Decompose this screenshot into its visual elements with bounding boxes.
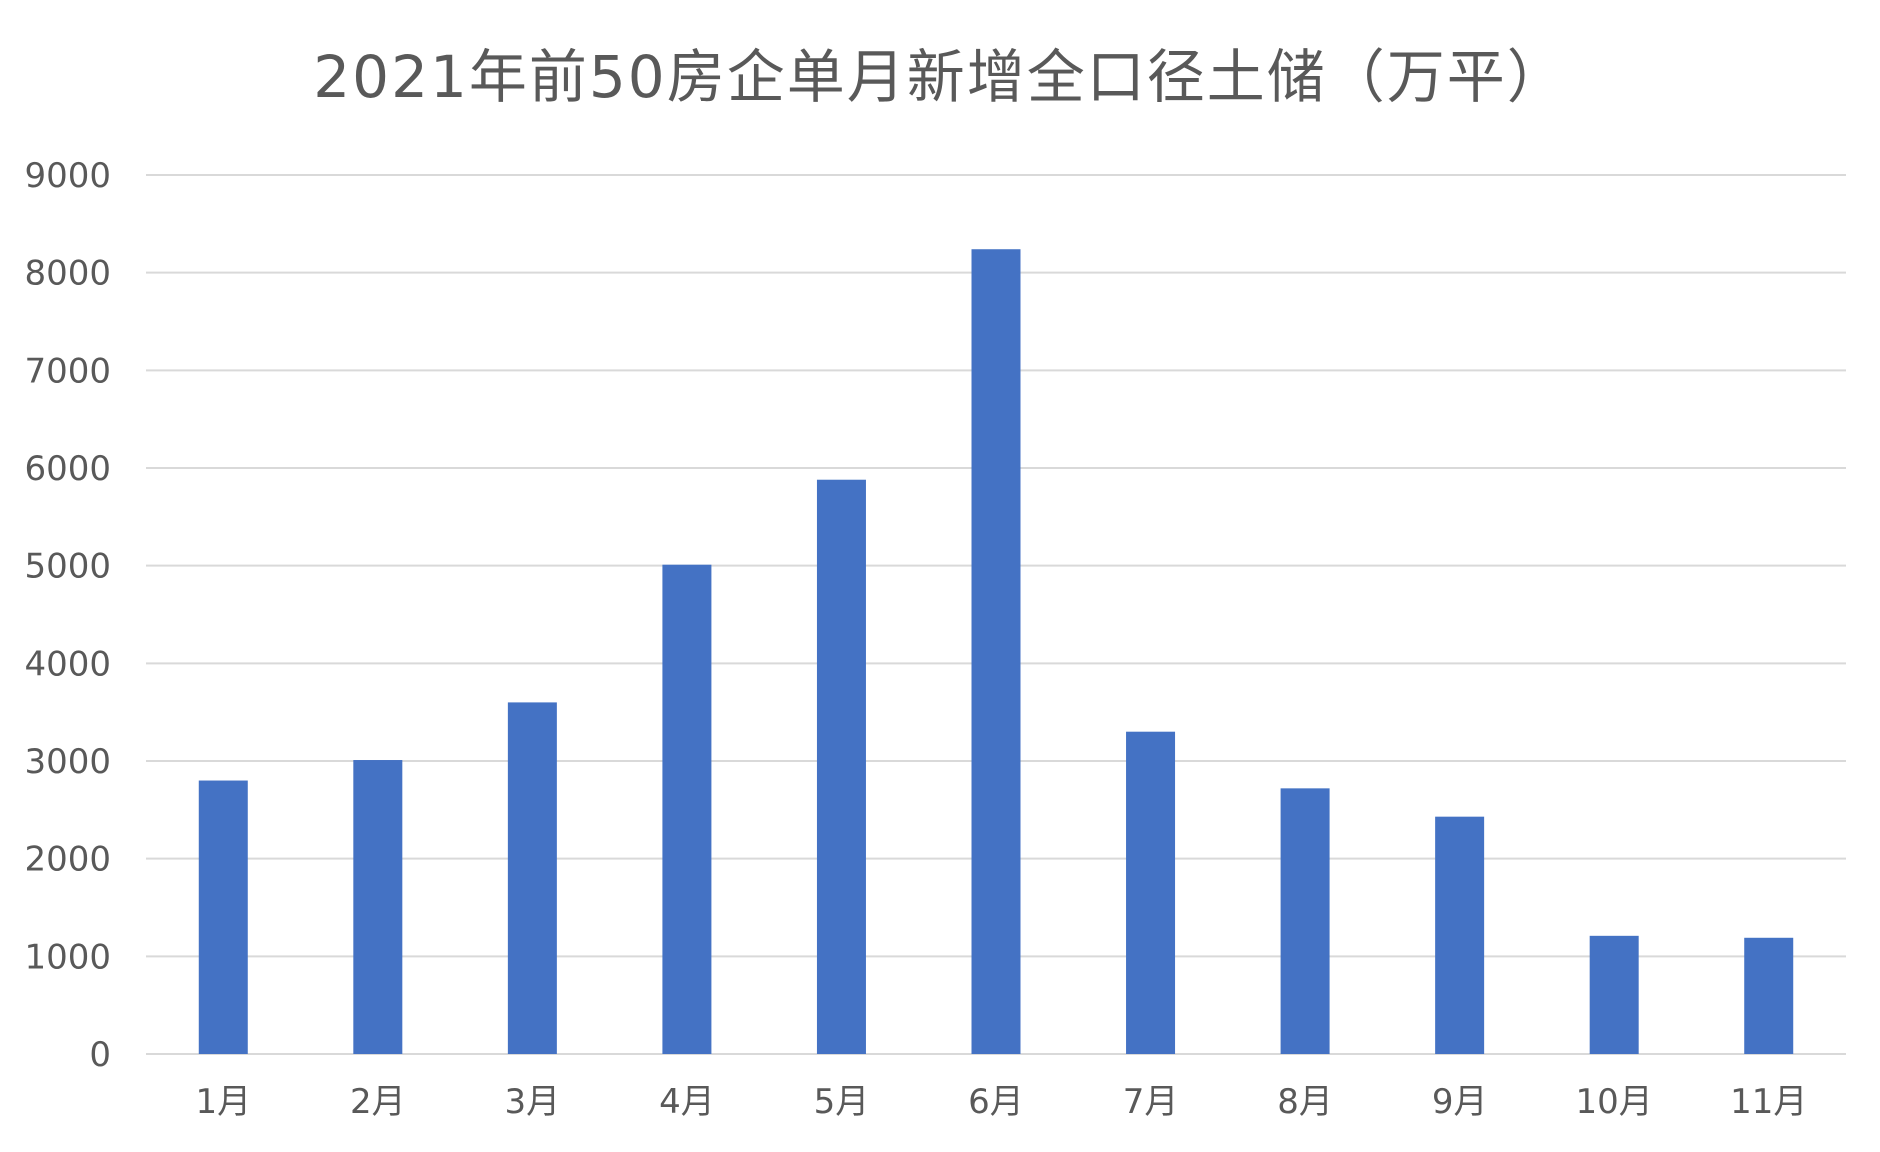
bar-6	[971, 249, 1021, 1054]
bar-7	[1126, 731, 1176, 1054]
y-tick-label-3000: 3000	[24, 742, 111, 782]
bar-3	[507, 702, 557, 1054]
x-category-label-8: 8月	[1277, 1082, 1333, 1122]
bars	[198, 249, 1794, 1055]
x-category-label-11: 11月	[1730, 1082, 1807, 1122]
x-category-label-3: 3月	[505, 1082, 561, 1122]
y-tick-label-5000: 5000	[24, 547, 111, 587]
x-category-label-5: 5月	[814, 1082, 870, 1122]
bar-1	[198, 780, 248, 1054]
bar-9	[1435, 816, 1485, 1054]
y-tick-label-8000: 8000	[24, 254, 111, 294]
bar-11	[1744, 937, 1794, 1054]
bar-5	[816, 479, 866, 1055]
y-tick-label-1000: 1000	[24, 937, 111, 977]
x-category-label-2: 2月	[350, 1082, 406, 1122]
bar-8	[1280, 788, 1330, 1054]
x-category-label-4: 4月	[659, 1082, 715, 1122]
y-axis-tick-labels: 0 1000 2000 3000 4000 5000 6000 7000 8000 9000	[24, 156, 111, 1075]
y-tick-label-2000: 2000	[24, 840, 111, 880]
x-category-label-6: 6月	[968, 1082, 1024, 1122]
x-category-label-1: 1月	[195, 1082, 251, 1122]
x-category-label-7: 7月	[1123, 1082, 1179, 1122]
chart-title: 2021年前50房企单月新增全口径土储（万平）	[313, 43, 1566, 111]
x-category-label-9: 9月	[1432, 1082, 1488, 1122]
bar-4	[662, 564, 712, 1054]
y-tick-label-4000: 4000	[24, 644, 111, 684]
bar-2	[353, 760, 403, 1054]
y-tick-label-9000: 9000	[24, 156, 111, 196]
bar-10	[1589, 935, 1639, 1054]
x-axis-category-labels: 1月 2月 3月 4月 5月 6月 7月 8月 9月 10月 11月	[195, 1082, 1807, 1122]
y-tick-label-0: 0	[89, 1035, 111, 1075]
y-tick-label-6000: 6000	[24, 449, 111, 489]
y-tick-label-7000: 7000	[24, 351, 111, 391]
x-category-label-10: 10月	[1576, 1082, 1653, 1122]
